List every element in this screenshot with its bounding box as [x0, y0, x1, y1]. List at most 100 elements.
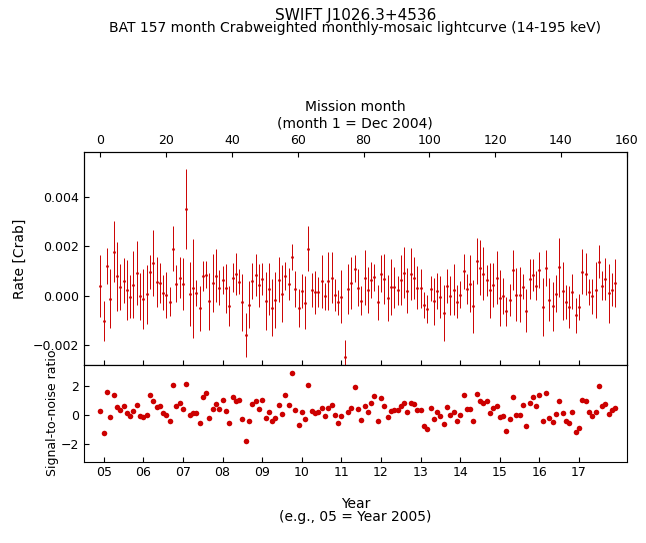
Point — [254, 405, 264, 413]
Point — [317, 403, 327, 412]
Point — [399, 398, 410, 407]
Point — [247, 399, 258, 408]
Point — [297, 407, 307, 416]
Point — [495, 413, 505, 421]
Point — [251, 397, 261, 406]
Point — [135, 412, 145, 420]
Point — [346, 404, 357, 413]
Point — [270, 413, 280, 422]
Point — [284, 400, 294, 409]
Point — [132, 401, 142, 409]
X-axis label: Mission month
(month 1 = Dec 2004): Mission month (month 1 = Dec 2004) — [277, 100, 433, 130]
Y-axis label: Signal-to-noise ratio: Signal-to-noise ratio — [47, 350, 59, 476]
Point — [214, 405, 224, 413]
Point — [112, 403, 122, 412]
Point — [465, 405, 475, 414]
Point — [102, 388, 112, 396]
Point — [303, 381, 313, 389]
Point — [277, 410, 287, 419]
Point — [603, 410, 614, 419]
Point — [561, 416, 571, 425]
Point — [359, 401, 370, 410]
Point — [415, 406, 426, 414]
Point — [234, 395, 244, 404]
Point — [333, 419, 343, 427]
Point — [96, 407, 106, 415]
Point — [514, 411, 525, 419]
Point — [462, 405, 472, 413]
Point — [145, 390, 155, 399]
Point — [498, 412, 508, 420]
Point — [531, 401, 541, 410]
Point — [349, 383, 360, 392]
Point — [221, 407, 231, 415]
Point — [231, 396, 241, 405]
Point — [293, 420, 304, 429]
Point — [218, 395, 228, 404]
Point — [402, 408, 413, 416]
Point — [425, 403, 435, 412]
Point — [362, 408, 373, 416]
Point — [548, 418, 558, 426]
Point — [567, 408, 578, 416]
Point — [109, 390, 119, 399]
Point — [587, 412, 598, 420]
Point — [537, 417, 548, 426]
Point — [468, 417, 479, 426]
Point — [320, 412, 330, 420]
Text: SWIFT J1026.3+4536: SWIFT J1026.3+4536 — [275, 8, 436, 23]
Text: Year: Year — [340, 497, 370, 511]
Point — [455, 410, 465, 419]
Point — [422, 425, 432, 433]
Point — [554, 397, 565, 406]
Point — [148, 396, 158, 405]
Point — [191, 408, 202, 417]
Point — [300, 415, 310, 424]
Point — [435, 412, 446, 421]
Point — [273, 401, 284, 409]
Point — [396, 402, 406, 411]
Point — [448, 408, 459, 416]
Point — [260, 414, 271, 422]
Point — [412, 406, 422, 414]
Point — [290, 406, 300, 415]
Point — [280, 390, 291, 399]
Point — [211, 400, 221, 409]
Point — [594, 381, 604, 390]
Y-axis label: Rate [Crab]: Rate [Crab] — [13, 218, 27, 299]
Point — [204, 414, 214, 422]
Point — [472, 390, 482, 399]
Point — [174, 398, 185, 407]
Point — [105, 413, 116, 421]
Point — [158, 408, 169, 417]
Point — [115, 406, 125, 414]
Point — [155, 402, 165, 411]
Point — [257, 396, 267, 405]
Point — [406, 399, 416, 408]
Point — [590, 408, 601, 417]
Point — [99, 429, 109, 438]
Point — [511, 411, 521, 419]
Point — [570, 427, 581, 436]
Point — [313, 408, 324, 416]
Point — [194, 419, 205, 428]
Point — [597, 401, 607, 410]
Point — [439, 420, 449, 428]
Point — [185, 411, 195, 419]
Point — [373, 416, 383, 425]
Point — [459, 391, 469, 400]
Point — [452, 416, 462, 425]
Point — [343, 407, 353, 416]
Point — [607, 406, 618, 415]
Point — [207, 405, 218, 413]
Point — [366, 399, 377, 407]
Point — [508, 393, 518, 401]
Point — [557, 409, 568, 418]
Point — [264, 407, 274, 416]
Point — [478, 399, 488, 408]
Point — [544, 414, 554, 422]
Point — [198, 393, 208, 401]
Point — [141, 411, 152, 419]
Point — [323, 404, 333, 413]
Point — [525, 399, 535, 407]
